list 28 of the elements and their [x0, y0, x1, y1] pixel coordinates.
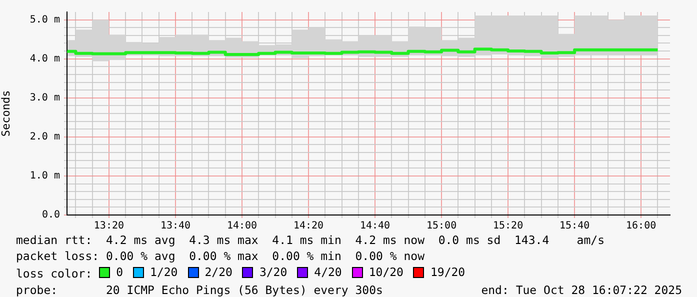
text: probe: 20 ICMP Echo Pings (56 Bytes) every 300s — [16, 282, 383, 297]
legend-label: 2/20 — [204, 264, 232, 280]
x-tick-label: 16:00 — [626, 220, 656, 232]
legend-title: loss color: — [16, 266, 92, 280]
y-axis-title: Seconds — [0, 90, 12, 137]
y-tick-label: 1.0 m — [30, 170, 60, 182]
x-tick-label: 13:40 — [160, 220, 191, 232]
x-tick-label: 14:40 — [360, 220, 390, 232]
legend-label: 4/20 — [314, 264, 342, 280]
y-tick-label: 4.0 m — [30, 53, 60, 64]
text: end: Tue Oct 28 16:07:22 2025 — [481, 282, 682, 297]
legend-label: 1/20 — [150, 264, 178, 280]
legend-label: 0 — [116, 264, 124, 280]
text: median rtt: 4.2 ms avg 4.3 ms max 4.1 ms min 4.2 ms now 0.0 ms sd 143.4 am/s — [16, 232, 606, 248]
x-tick-label: 13:20 — [94, 220, 124, 232]
y-tick-label: 2.0 m — [30, 132, 60, 143]
x-tick-label: 14:00 — [226, 220, 258, 232]
x-tick-label: 15:00 — [426, 220, 457, 232]
y-tick-label: 5.0 m — [30, 14, 60, 26]
x-tick-label: 15:40 — [560, 220, 590, 232]
legend-label: 10/20 — [368, 264, 404, 280]
y-tick-label: 3.0 m — [30, 92, 60, 104]
legend-label: 3/20 — [259, 264, 288, 280]
y-tick-label: 0.0 — [42, 210, 60, 221]
x-tick-label: 15:20 — [492, 220, 524, 232]
legend-label: 19/20 — [430, 264, 466, 280]
text: packet loss: 0.00 % avg 0.00 % max 0.00 % min 0.00 % now — [16, 248, 426, 264]
x-tick-label: 14:20 — [293, 220, 324, 232]
